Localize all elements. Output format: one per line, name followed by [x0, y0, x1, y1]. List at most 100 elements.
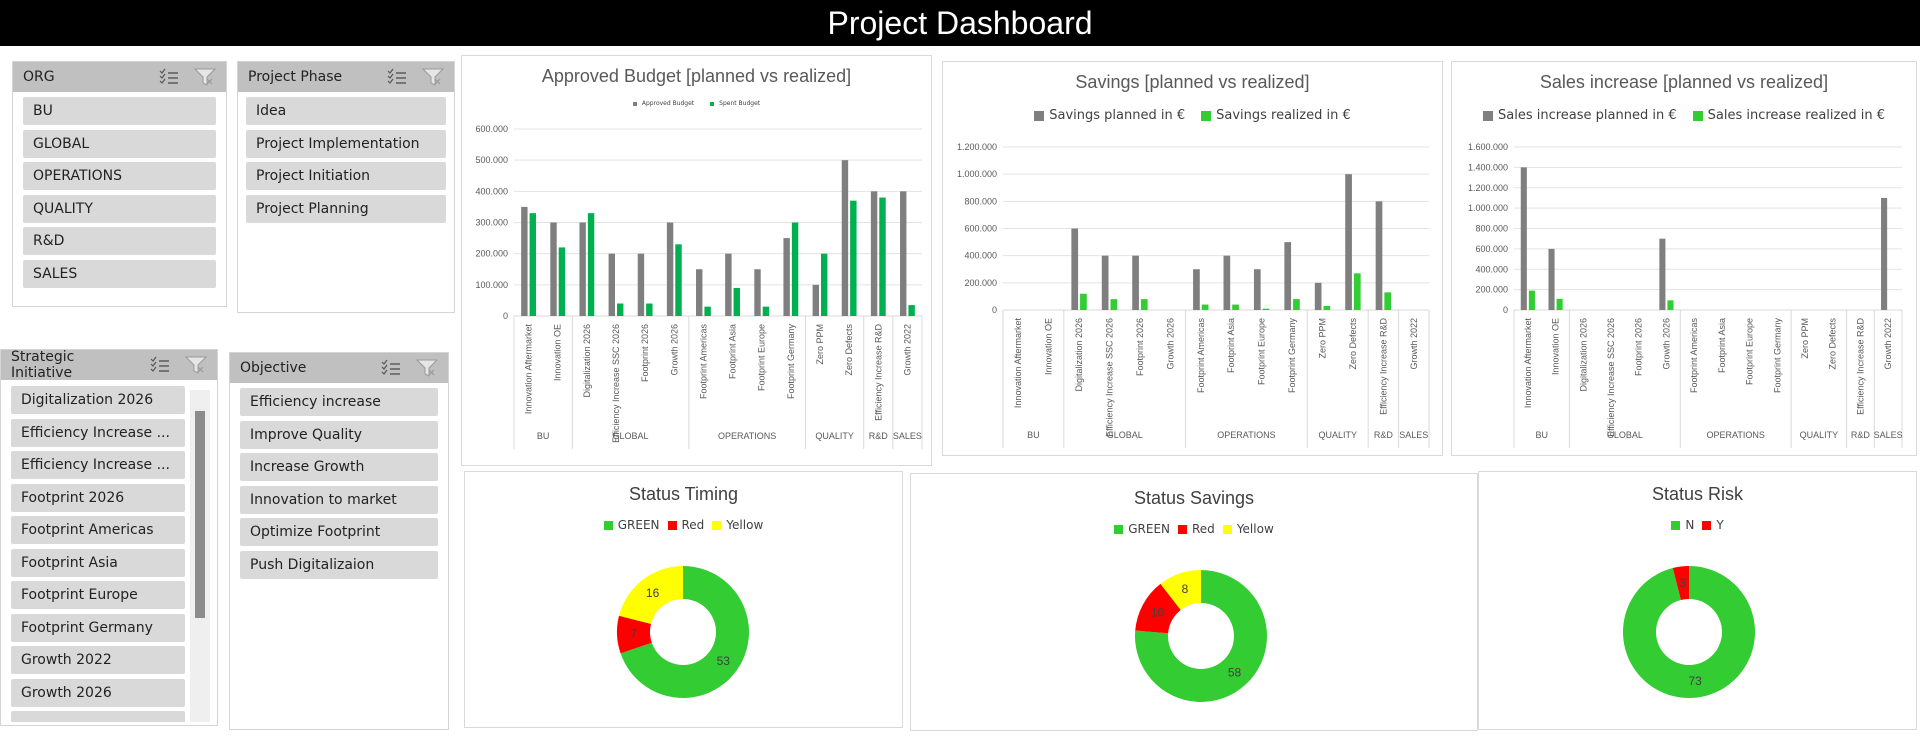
legend-label: Yellow — [726, 518, 764, 532]
slicer-item-idea[interactable]: Idea — [246, 97, 446, 125]
donut-slice-green — [1135, 570, 1267, 702]
bar-spent-budget — [762, 306, 770, 316]
bar-approved-budget — [696, 269, 703, 316]
multi-select-icon[interactable] — [147, 355, 173, 375]
slicer-item-digitalization-2026[interactable]: Digitalization 2026 — [11, 386, 185, 414]
y-tick-label: 1.000.000 — [957, 169, 997, 179]
chart-panel-status-savings: Status Savings GREEN Red Yellow 58 10 8 — [910, 473, 1478, 731]
x-tick-label: Zero Defects — [844, 324, 854, 376]
slicer-item-footprint-europe[interactable]: Footprint Europe — [11, 581, 185, 609]
slicer-item-improve-quality[interactable]: Improve Quality — [240, 420, 438, 449]
donut-chart-status_savings: 58 10 8 — [1135, 570, 1267, 702]
x-tick-label: Footprint 2026 — [1135, 318, 1145, 376]
bar-sales-increase-planned-in — [1548, 248, 1555, 310]
slicer-item-innovation-to-market[interactable]: Innovation to market — [240, 485, 438, 514]
slicer-item-bu[interactable]: BU — [23, 97, 216, 125]
slicer-item-efficiency-increase[interactable]: Efficiency Increase ... — [11, 418, 185, 447]
slicer-objective: Objective Efficiency increase Improve Qua… — [229, 352, 449, 730]
slicer-initiative-title: Strategic Initiative — [11, 349, 75, 381]
y-tick-label: 200.000 — [475, 249, 508, 259]
legend-swatch — [1114, 524, 1124, 534]
bar-savings-realized-in — [1232, 304, 1239, 310]
x-tick-label: Efficiency Increase R&D — [1378, 318, 1388, 415]
y-tick-label: 200.000 — [964, 278, 997, 288]
group-label: BU — [1535, 430, 1548, 440]
group-label: SALES — [1874, 430, 1903, 440]
chart-title: Approved Budget [planned vs realized] — [541, 66, 852, 86]
legend-swatch — [667, 520, 677, 530]
scrollbar-thumb[interactable] — [195, 411, 205, 618]
bar-chart-savings: 0 200.000 400.000 600.000 800.000 1.000.000 1.… — [957, 142, 1430, 448]
y-tick-label: 0 — [1503, 305, 1508, 315]
slicer-item-operations[interactable]: OPERATIONS — [23, 162, 216, 190]
x-tick-label: Digitalization 2026 — [1074, 318, 1084, 392]
slicer-initiative-scrollbar[interactable] — [190, 390, 210, 722]
bar-savings-realized-in — [1262, 308, 1270, 310]
bar-approved-budget — [725, 253, 732, 316]
data-label: 7 — [630, 627, 637, 641]
x-tick-label: Zero PPM — [815, 324, 825, 365]
slicer-item-footprint-germany[interactable]: Footprint Germany — [11, 613, 185, 642]
slicer-item-project-planning[interactable]: Project Planning — [246, 194, 446, 223]
x-tick-label: Efficiency Increase SSC 2026 — [611, 324, 621, 443]
slicer-project-phase: Project Phase Idea Project Implementation… — [237, 61, 455, 313]
bar-savings-planned-in — [1375, 201, 1383, 310]
bar-savings-realized-in — [1384, 292, 1392, 310]
y-tick-label: 400.000 — [1475, 264, 1508, 274]
x-tick-label: Innovation Aftermarket — [524, 324, 534, 415]
multi-select-icon[interactable] — [378, 358, 404, 378]
slicer-item-footprint-americas[interactable]: Footprint Americas — [11, 516, 185, 544]
legend-swatch — [712, 520, 722, 530]
slicer-item-quality[interactable]: QUALITY — [23, 194, 216, 223]
slicer-item-growth-2022[interactable]: Growth 2022 — [11, 646, 185, 674]
clear-filter-icon[interactable] — [420, 67, 446, 87]
clear-filter-icon[interactable] — [192, 67, 218, 87]
x-tick-label: Footprint Germany — [786, 324, 796, 400]
slicer-item-global[interactable]: GLOBAL — [23, 129, 216, 158]
slicer-item-growth-2026[interactable]: Growth 2026 — [11, 678, 185, 707]
group-label: R&D — [1374, 430, 1394, 440]
clear-filter-icon[interactable] — [183, 355, 209, 375]
bar-savings-planned-in — [1132, 255, 1139, 310]
group-label: R&D — [869, 431, 889, 441]
x-tick-label: Footprint Asia — [728, 324, 738, 379]
bar-approved-budget — [900, 191, 907, 316]
donut-chart-risk: 73 3 — [1623, 566, 1755, 698]
legend-label: GREEN — [1128, 522, 1170, 536]
data-label: 10 — [1151, 605, 1165, 619]
legend-label: Red — [1192, 522, 1215, 536]
slicer-item-optimize-footprint[interactable]: Optimize Footprint — [240, 518, 438, 546]
slicer-item-r-d[interactable]: R&D — [23, 227, 216, 255]
slicer-item-sales[interactable]: SALES — [23, 259, 216, 288]
y-tick-label: 1.400.000 — [1468, 162, 1508, 172]
donut-slice-n — [1623, 566, 1755, 698]
group-label: GLOBAL — [1607, 430, 1643, 440]
slicer-item-footprint-asia[interactable]: Footprint Asia — [11, 548, 185, 577]
bar-spent-budget — [879, 197, 886, 316]
group-label: QUALITY — [1318, 430, 1357, 440]
y-tick-label: 600.000 — [475, 124, 508, 134]
y-tick-label: 100.000 — [475, 280, 508, 290]
legend-item-approved-budget: Approved Budget — [632, 100, 695, 107]
slicer-item-increase-growth[interactable]: Increase Growth — [240, 453, 438, 481]
bar-spent-budget — [675, 244, 682, 316]
legend-label: Approved Budget — [641, 100, 695, 107]
clear-filter-icon[interactable] — [414, 358, 440, 378]
slicer-org-title: ORG — [23, 69, 55, 85]
slicer-item-partial[interactable] — [11, 711, 185, 722]
slicer-item-efficiency-increase[interactable]: Efficiency increase — [240, 388, 438, 416]
bar-chart-sales: 0 200.000 400.000 600.000 800.000 1.000.000 1.… — [1468, 142, 1903, 448]
slicer-org-items: BU GLOBAL OPERATIONS QUALITY R&D SALES — [13, 92, 226, 297]
bar-savings-planned-in — [1101, 255, 1109, 310]
slicer-item-efficiency-increase[interactable]: Efficiency Increase ... — [11, 451, 185, 479]
group-label: SALES — [893, 431, 922, 441]
multi-select-icon[interactable] — [156, 67, 182, 87]
slicer-item-project-initiation[interactable]: Project Initiation — [246, 162, 446, 190]
multi-select-icon[interactable] — [384, 67, 410, 87]
x-tick-label: Zero PPM — [1318, 318, 1328, 359]
page-title: Project Dashboard — [827, 5, 1093, 41]
slicer-item-footprint-2026[interactable]: Footprint 2026 — [11, 483, 185, 512]
slicer-item-push-digitalizaion[interactable]: Push Digitalizaion — [240, 550, 438, 579]
legend-item-sales-increase-realized-in: Sales increase realized in € — [1692, 108, 1885, 123]
slicer-item-project-implementation[interactable]: Project Implementation — [246, 129, 446, 158]
